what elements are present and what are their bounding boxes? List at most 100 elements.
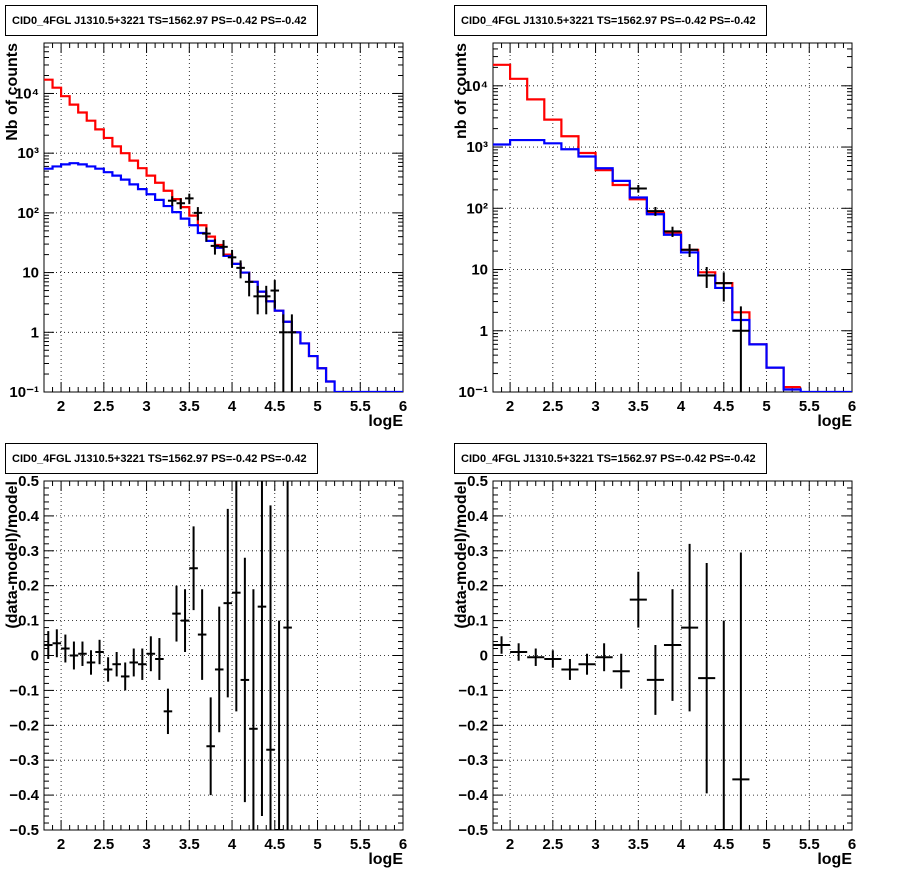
data-point — [185, 193, 194, 205]
y-tick-label: −0.1 — [458, 682, 488, 699]
data-point — [69, 641, 79, 670]
y-tick-label: −0.3 — [458, 752, 488, 769]
series-line-1 — [493, 138, 852, 392]
data-point — [202, 227, 211, 242]
data-point — [206, 697, 215, 796]
data-point — [266, 505, 275, 830]
data-point — [646, 645, 664, 715]
data-point — [510, 643, 528, 661]
x-tick-label: 2.5 — [542, 836, 563, 853]
data-point — [227, 249, 237, 268]
data-point — [732, 306, 750, 392]
y-tick-label: 1 — [31, 324, 39, 341]
x-tick-label: 5 — [313, 398, 321, 415]
y-tick-label: 1 — [480, 323, 488, 340]
title-box — [454, 5, 767, 36]
data-point — [270, 280, 280, 309]
data-point — [257, 481, 267, 817]
y-tick-label: 0.5 — [18, 473, 39, 490]
data-point — [283, 481, 292, 830]
title-box — [5, 5, 318, 36]
x-tick-label: 2 — [57, 398, 65, 415]
data-point — [44, 631, 53, 659]
data-point — [249, 589, 258, 830]
data-point — [193, 207, 203, 221]
panel-top-right: CID0_4FGL J1310.5+3221 TS=1562.97 PS=-0.… — [453, 5, 856, 430]
y-tick-label: 0.4 — [467, 508, 489, 525]
y-axis-label: nb of counts — [453, 43, 470, 139]
y-tick-label: −0.5 — [9, 822, 39, 839]
x-tick-label: 4 — [228, 398, 237, 415]
x-axis-ticks — [492, 43, 853, 392]
data-point — [244, 272, 254, 297]
y-tick-label: 0.3 — [467, 543, 488, 560]
data-point — [240, 557, 250, 803]
data-point — [663, 226, 682, 237]
y-tick-label: 0.1 — [18, 613, 39, 630]
x-tick-label: 5.5 — [799, 398, 820, 415]
data-point — [214, 606, 224, 733]
data-point — [715, 620, 733, 830]
x-tick-label: 6 — [848, 398, 856, 415]
title-box — [5, 443, 318, 474]
x-axis-ticks — [43, 43, 404, 392]
y-tick-label: 0.5 — [467, 473, 488, 490]
data-point — [629, 571, 647, 628]
data-point — [180, 589, 190, 653]
data-point — [698, 266, 716, 288]
x-tick-label: 6 — [848, 836, 856, 853]
x-tick-label: 2 — [57, 836, 65, 853]
data-point — [561, 658, 579, 680]
data-point — [120, 662, 130, 691]
data-point — [155, 638, 164, 680]
data-point — [138, 648, 147, 680]
data-point — [681, 244, 699, 258]
data-point — [681, 543, 699, 712]
data-point — [219, 240, 228, 256]
y-tick-label: −0.1 — [9, 682, 39, 699]
data-point — [52, 629, 62, 658]
data-point — [646, 206, 664, 216]
panel-bottom-right: CID0_4FGL J1310.5+3221 TS=1562.97 PS=-0.… — [453, 443, 856, 868]
x-axis-label: logE — [817, 851, 852, 868]
series-group — [44, 78, 403, 392]
y-tick-label: −0.2 — [9, 717, 39, 734]
data-point — [163, 688, 173, 735]
data-point — [279, 314, 288, 392]
y-tick-label: 0.2 — [467, 578, 488, 595]
x-tick-label: 3 — [142, 398, 150, 415]
data-point — [112, 652, 121, 677]
y-tick-label: 10 — [471, 262, 488, 279]
y-axis-label: (data-model)/model — [453, 481, 470, 629]
data-point — [274, 620, 284, 830]
x-tick-label: 2.5 — [93, 836, 114, 853]
data-point — [612, 653, 630, 689]
data-point — [129, 648, 139, 677]
y-tick-label: −0.3 — [9, 752, 39, 769]
x-tick-label: 6 — [399, 398, 407, 415]
data-point — [698, 563, 716, 794]
data-point — [172, 585, 181, 642]
data-point — [732, 552, 750, 830]
x-tick-label: 4.5 — [713, 398, 734, 415]
x-tick-label: 4.5 — [264, 398, 285, 415]
data-point — [176, 198, 186, 210]
y-tick-label: −0.4 — [9, 787, 39, 804]
grid — [493, 43, 852, 392]
y-tick-label: 0.4 — [18, 508, 40, 525]
data-point — [78, 641, 87, 666]
data-point — [197, 589, 207, 680]
chart-title: CID0_4FGL J1310.5+3221 TS=1562.97 PS=-0.… — [12, 15, 307, 27]
x-tick-label: 4.5 — [713, 836, 734, 853]
x-axis-ticks — [43, 481, 404, 830]
y-tick-label: 10⁻¹ — [9, 384, 39, 401]
y-tick-label: 10 — [22, 265, 39, 282]
series-group — [493, 63, 852, 392]
x-tick-label: 3.5 — [628, 398, 649, 415]
data-point — [663, 589, 682, 701]
x-tick-label: 3 — [591, 836, 599, 853]
x-tick-label: 6 — [399, 836, 407, 853]
y-axis-ticks — [44, 480, 403, 831]
panel-bottom-left: CID0_4FGL J1310.5+3221 TS=1562.97 PS=-0.… — [4, 443, 407, 868]
